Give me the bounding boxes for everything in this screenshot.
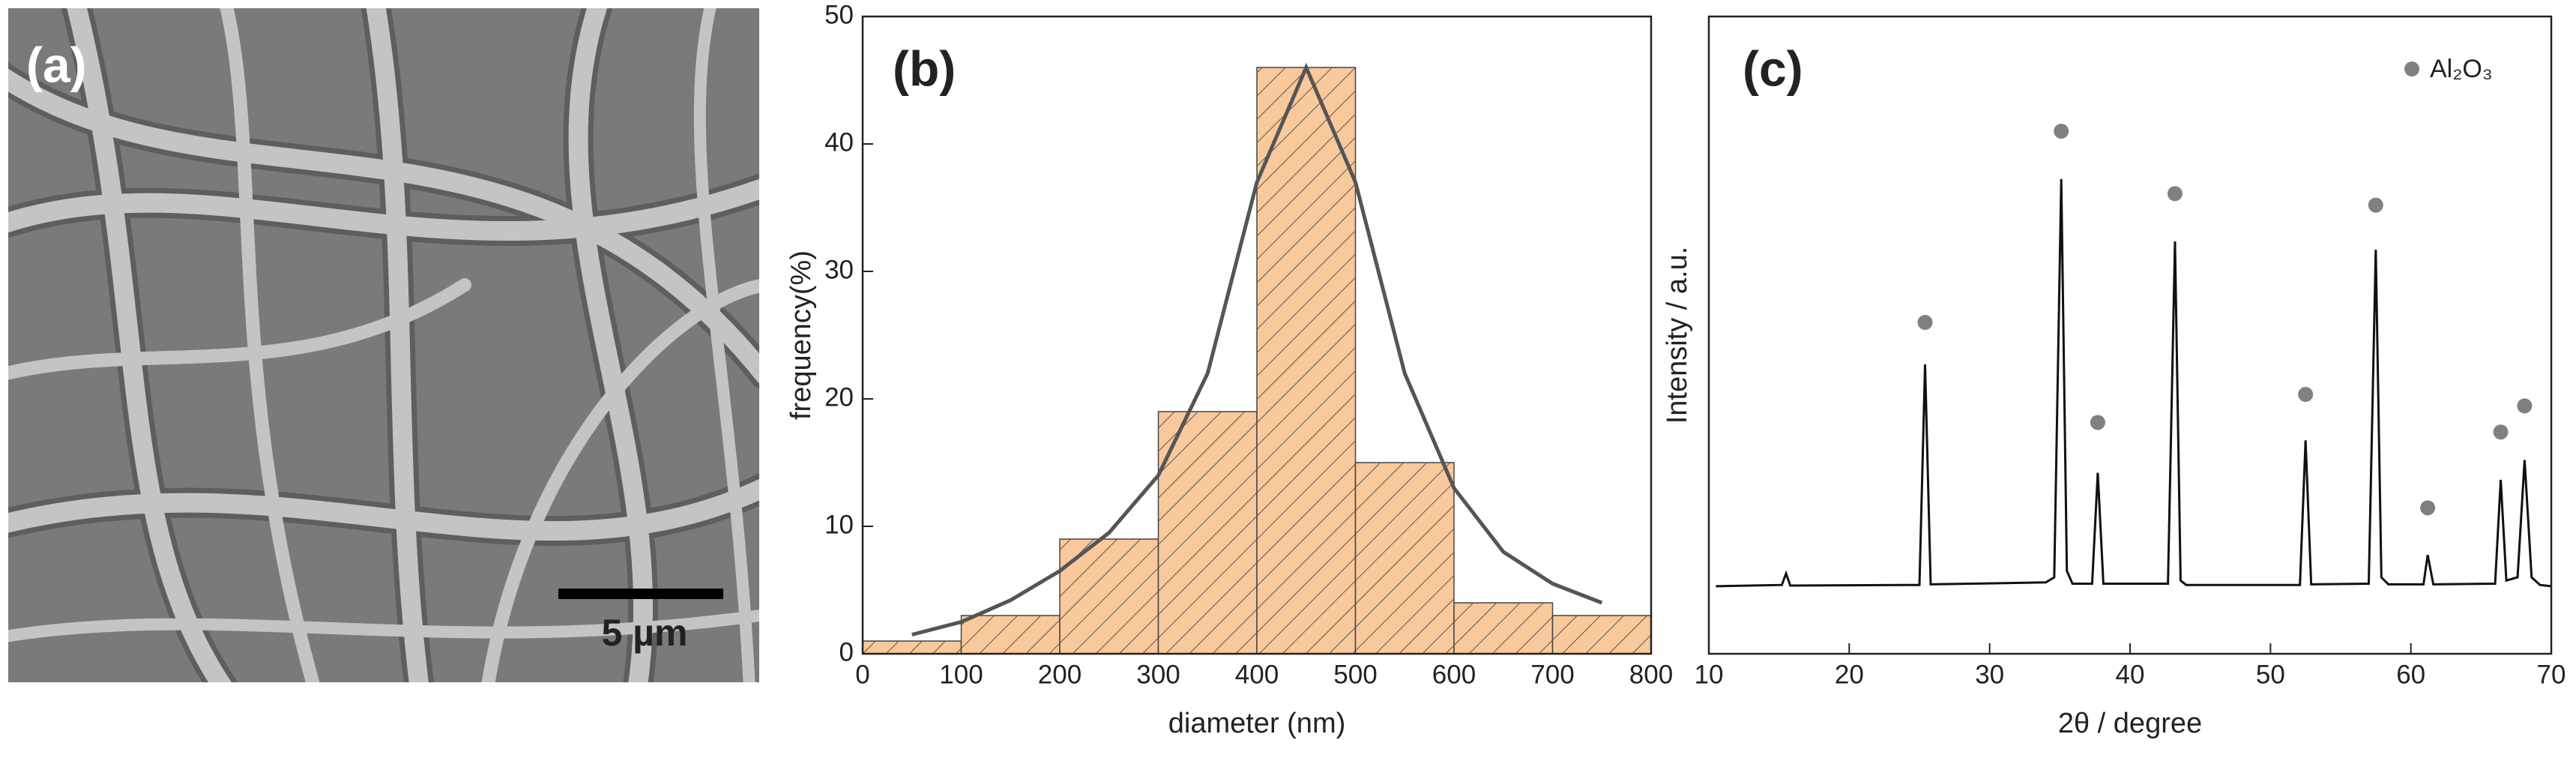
x-tick-label: 50 — [2256, 660, 2285, 689]
x-tick-label: 60 — [2396, 660, 2425, 689]
y-tick-label: 10 — [824, 510, 854, 539]
x-tick-label: 700 — [1530, 660, 1574, 689]
bar-hatch — [1552, 616, 1651, 654]
x-tick-label: 400 — [1235, 660, 1279, 689]
x-tick-label: 500 — [1333, 660, 1377, 689]
legend-marker — [2404, 61, 2419, 76]
panel-label: (a) — [26, 37, 87, 92]
x-tick-label: 70 — [2537, 660, 2566, 689]
bar-hatch — [1355, 463, 1454, 654]
scale-bar — [558, 589, 723, 599]
bar-hatch — [1454, 603, 1553, 654]
x-tick-label: 10 — [1695, 660, 1724, 689]
y-tick-label: 0 — [839, 637, 854, 667]
x-tick-label: 300 — [1136, 660, 1180, 689]
panel-label: (b) — [893, 40, 956, 96]
y-tick-label: 40 — [824, 127, 854, 157]
x-tick-label: 600 — [1432, 660, 1476, 689]
peak-marker — [2054, 124, 2069, 139]
y-axis-label: frequency(%) — [785, 250, 817, 420]
x-tick-label: 800 — [1629, 660, 1673, 689]
y-tick-label: 50 — [824, 0, 854, 29]
bar-hatch — [1257, 67, 1356, 654]
peak-marker — [2420, 500, 2436, 516]
x-tick-label: 40 — [2116, 660, 2145, 689]
x-axis-label: 2θ / degree — [2058, 708, 2202, 739]
peak-marker — [2090, 415, 2105, 430]
bar-hatch — [961, 616, 1060, 654]
xrd-line — [1716, 178, 2552, 588]
x-tick-label: 20 — [1835, 660, 1864, 689]
scale-bar-label: 5 µm — [602, 612, 688, 654]
x-tick-label: 200 — [1038, 660, 1082, 689]
peak-marker — [2298, 387, 2314, 403]
x-tick-label: 0 — [855, 660, 869, 689]
peak-marker — [2167, 186, 2183, 202]
fit-curve — [911, 62, 1603, 637]
peak-marker — [2368, 197, 2383, 213]
peak-marker — [2493, 424, 2509, 440]
y-tick-label: 30 — [824, 255, 854, 284]
plot-frame — [861, 15, 1653, 655]
panel-label: (c) — [1743, 40, 1803, 96]
x-tick-label: 30 — [1975, 660, 2004, 689]
y-axis-label: Intensity / a.u. — [1662, 247, 1693, 424]
peak-marker — [1917, 315, 1933, 330]
peak-marker — [2517, 398, 2533, 414]
x-tick-label: 100 — [939, 660, 983, 689]
y-tick-label: 20 — [824, 382, 854, 412]
bar-hatch — [863, 641, 962, 654]
x-axis-label: diameter (nm) — [1168, 708, 1346, 739]
bar-hatch — [1158, 412, 1257, 654]
legend-label: Al₂O₃ — [2430, 55, 2493, 83]
bar-hatch — [1060, 539, 1159, 654]
sem-image — [8, 8, 759, 682]
plot-frame — [1707, 15, 2553, 655]
